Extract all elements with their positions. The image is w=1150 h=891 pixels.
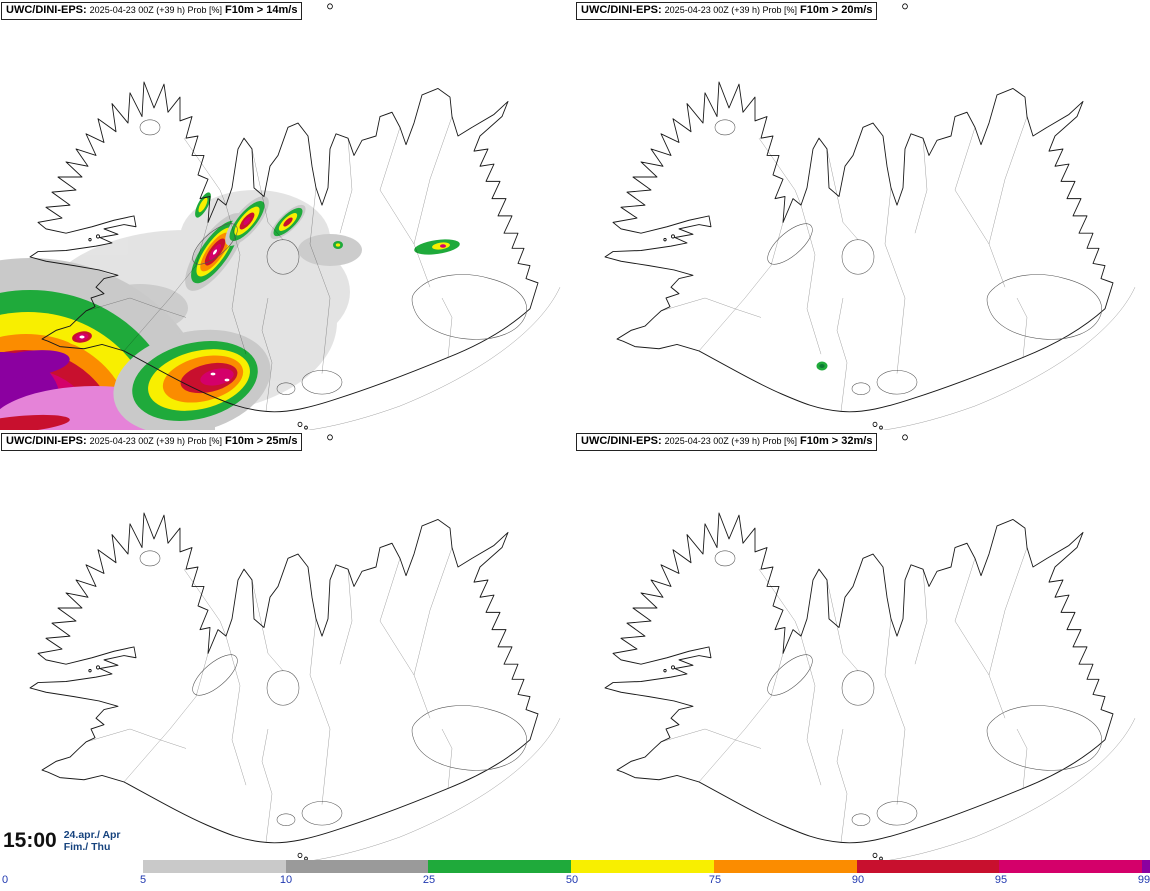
model-name: UWC/DINI-EPS:	[581, 4, 662, 16]
colorbar	[143, 860, 1150, 873]
run-info: 2025-04-23 00Z (+39 h) Prob [%]	[89, 5, 222, 15]
panel-title: UWC/DINI-EPS: 2025-04-23 00Z (+39 h) Prob…	[1, 433, 303, 451]
valid-time: 15:00	[3, 829, 57, 852]
map-panel-f10m-25ms: UWC/DINI-EPS: 2025-04-23 00Z (+39 h) Prob…	[0, 431, 575, 861]
probability-overlay	[816, 361, 828, 371]
colorbar-tick-label: 50	[565, 874, 579, 886]
probability-overlay	[0, 190, 460, 430]
colorbar-tick-label: 0	[2, 874, 9, 886]
colorbar-segment	[713, 860, 857, 873]
run-info: 2025-04-23 00Z (+39 h) Prob [%]	[89, 436, 222, 446]
run-info: 2025-04-23 00Z (+39 h) Prob [%]	[664, 5, 797, 15]
threshold-label: F10m > 14m/s	[225, 4, 298, 16]
colorbar-tick-label: 10	[279, 874, 293, 886]
panel-title: UWC/DINI-EPS: 2025-04-23 00Z (+39 h) Prob…	[1, 2, 303, 20]
iceland-map	[29, 434, 561, 861]
iceland-map	[0, 3, 561, 430]
colorbar-ticks: 0 5 10 25 50 75 90 95 99	[0, 874, 1150, 890]
threshold-label: F10m > 25m/s	[225, 435, 298, 447]
colorbar-segment	[856, 860, 1000, 873]
colorbar-tick-label: 25	[422, 874, 436, 886]
valid-day: Fim./ Thu	[63, 841, 111, 853]
threshold-label: F10m > 20m/s	[800, 4, 873, 16]
model-name: UWC/DINI-EPS:	[6, 4, 87, 16]
colorbar-segment	[1142, 860, 1150, 873]
colorbar-tick-label: 95	[994, 874, 1008, 886]
map-panel-f10m-14ms: UWC/DINI-EPS: 2025-04-23 00Z (+39 h) Prob…	[0, 0, 575, 430]
colorbar-tick-label: 75	[708, 874, 722, 886]
colorbar-segment	[285, 860, 429, 873]
colorbar-segment	[428, 860, 572, 873]
threshold-label: F10m > 32m/s	[800, 435, 873, 447]
colorbar-tick-label: 90	[851, 874, 865, 886]
valid-date-block: 24.apr./ Apr Fim./ Thu	[64, 829, 121, 853]
model-name: UWC/DINI-EPS:	[581, 435, 662, 447]
colorbar-tick-label: 99	[1137, 874, 1150, 886]
valid-time-block: 15:00 24.apr./ Apr Fim./ Thu	[3, 829, 121, 853]
iceland-map	[604, 434, 1136, 861]
panel-title: UWC/DINI-EPS: 2025-04-23 00Z (+39 h) Prob…	[576, 433, 878, 451]
valid-date: 24.apr./ Apr	[63, 829, 121, 841]
colorbar-segment	[999, 860, 1143, 873]
panel-title: UWC/DINI-EPS: 2025-04-23 00Z (+39 h) Prob…	[576, 2, 878, 20]
colorbar-tick-label: 5	[139, 874, 147, 886]
iceland-map	[604, 3, 1136, 430]
map-panel-f10m-32ms: UWC/DINI-EPS: 2025-04-23 00Z (+39 h) Prob…	[575, 431, 1150, 861]
model-name: UWC/DINI-EPS:	[6, 435, 87, 447]
map-panel-f10m-20ms: UWC/DINI-EPS: 2025-04-23 00Z (+39 h) Prob…	[575, 0, 1150, 430]
colorbar-segment	[143, 860, 286, 873]
colorbar-segment	[571, 860, 714, 873]
run-info: 2025-04-23 00Z (+39 h) Prob [%]	[664, 436, 797, 446]
